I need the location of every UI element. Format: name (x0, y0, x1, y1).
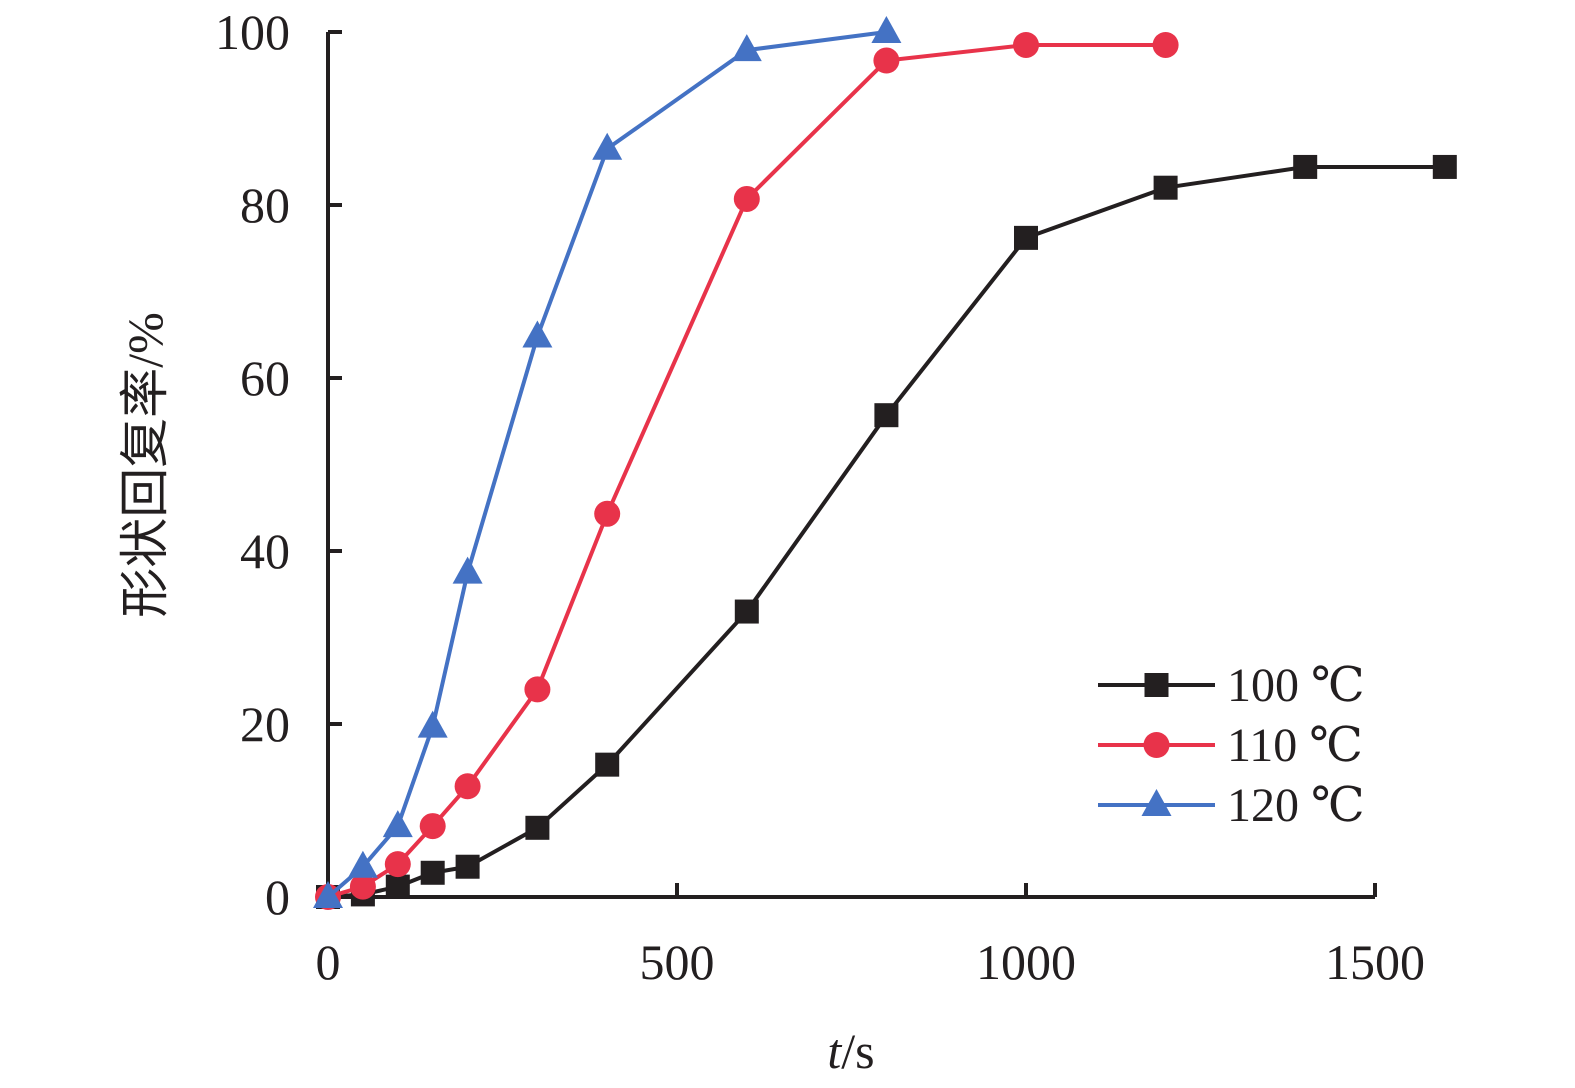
data-point (349, 873, 376, 900)
data-point (1432, 154, 1457, 179)
y-axis-title: 形状回复率/% (117, 312, 173, 618)
x-tick-label: 1000 (976, 934, 1076, 990)
data-point (384, 851, 411, 878)
legend-entry: 110 ℃ (1098, 719, 1363, 772)
data-point (385, 874, 410, 899)
data-point (1153, 175, 1178, 200)
data-point (874, 403, 899, 428)
x-axis-title: t/s (827, 1023, 874, 1079)
y-tick-label: 40 (240, 523, 290, 579)
data-point (1014, 225, 1038, 250)
data-point (455, 854, 480, 879)
legend-label: 100 ℃ (1227, 659, 1365, 712)
legend-marker (1143, 732, 1170, 758)
series-triangle (313, 16, 902, 908)
data-point (419, 813, 446, 840)
data-point (1152, 31, 1179, 58)
y-tick-label: 60 (240, 350, 290, 406)
legend-label: 120 ℃ (1227, 779, 1365, 832)
y-tick-label: 100 (215, 4, 290, 60)
series-circle (315, 31, 1179, 910)
x-tick-label: 0 (316, 934, 341, 990)
data-point (524, 676, 551, 703)
x-axis-title-italic: t (827, 1023, 842, 1079)
data-point (592, 132, 623, 160)
data-point (420, 860, 445, 885)
data-point (522, 320, 553, 348)
data-point (1293, 154, 1318, 179)
legend-entry: 100 ℃ (1098, 659, 1365, 712)
x-axis-title-unit: /s (841, 1023, 874, 1079)
y-tick-label: 20 (240, 696, 290, 752)
data-point (525, 815, 550, 840)
data-point (1013, 31, 1039, 58)
legend-marker (1144, 673, 1169, 697)
legend-label: 110 ℃ (1227, 719, 1363, 772)
data-point (734, 599, 759, 624)
data-point (452, 556, 483, 584)
data-point (347, 850, 378, 878)
data-point (871, 16, 902, 43)
legend-entry: 120 ℃ (1098, 779, 1365, 832)
series-line (327, 42, 1166, 899)
data-point (454, 773, 481, 800)
data-point (417, 710, 448, 738)
y-tick-label: 80 (240, 177, 290, 233)
data-point (873, 47, 900, 74)
data-point (382, 810, 413, 838)
legend-marker (1141, 789, 1172, 816)
data-point (733, 185, 760, 212)
data-point (731, 34, 762, 62)
legend: 100 ℃ 110 ℃ 120 ℃ (1098, 659, 1365, 832)
series-layer (313, 16, 1457, 910)
data-point (594, 500, 621, 527)
x-tick-label: 1500 (1325, 934, 1425, 990)
y-tick-label: 0 (265, 869, 290, 925)
data-point (313, 881, 343, 908)
data-point (595, 752, 620, 777)
x-tick-label: 500 (640, 934, 715, 990)
